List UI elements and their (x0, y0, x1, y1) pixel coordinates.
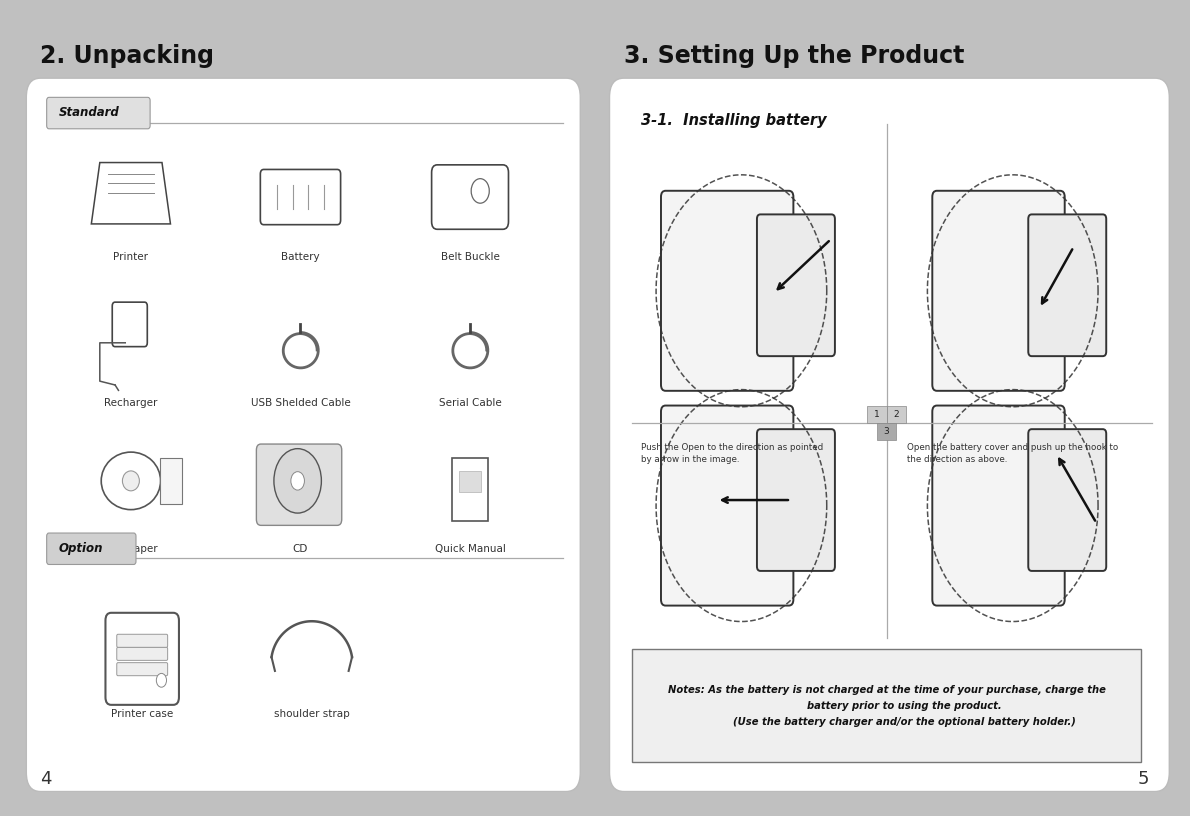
Text: 2. Unpacking: 2. Unpacking (40, 44, 214, 68)
FancyBboxPatch shape (432, 165, 508, 229)
FancyBboxPatch shape (932, 191, 1065, 391)
Circle shape (156, 673, 167, 687)
FancyBboxPatch shape (877, 424, 896, 440)
Text: Roll paper: Roll paper (105, 543, 157, 554)
Text: Option: Option (58, 542, 104, 555)
Text: Serial Cable: Serial Cable (439, 398, 501, 408)
FancyBboxPatch shape (452, 458, 488, 521)
Text: 3. Setting Up the Product: 3. Setting Up the Product (624, 44, 964, 68)
Text: Close the battery cover once you inserted the
battery completely.: Close the battery cover once you inserte… (907, 650, 1108, 671)
FancyBboxPatch shape (112, 302, 148, 347)
Text: Push the Open to the direction as pointed
by arrow in the image.: Push the Open to the direction as pointe… (641, 442, 823, 463)
FancyBboxPatch shape (1028, 215, 1107, 356)
FancyBboxPatch shape (757, 215, 835, 356)
Text: Recharger: Recharger (105, 398, 157, 408)
Text: Printer: Printer (113, 252, 149, 262)
Circle shape (471, 179, 489, 203)
FancyBboxPatch shape (459, 471, 482, 492)
FancyBboxPatch shape (26, 78, 581, 792)
Polygon shape (161, 458, 182, 503)
FancyBboxPatch shape (117, 634, 168, 647)
FancyBboxPatch shape (632, 649, 1141, 762)
Text: Notes: As the battery is not charged at the time of your purchase, charge the
  : Notes: As the battery is not charged at … (668, 685, 1106, 726)
Text: 5: 5 (1138, 769, 1150, 787)
Text: Belt Buckle: Belt Buckle (440, 252, 500, 262)
FancyBboxPatch shape (256, 444, 342, 526)
Circle shape (274, 449, 321, 513)
FancyBboxPatch shape (106, 613, 178, 705)
Ellipse shape (123, 471, 139, 491)
Text: 3: 3 (884, 428, 889, 437)
FancyBboxPatch shape (887, 406, 906, 424)
Text: Battery: Battery (281, 252, 320, 262)
FancyBboxPatch shape (868, 406, 887, 424)
Text: 3-1.  Installing battery: 3-1. Installing battery (641, 113, 827, 127)
Text: Open the battery cover and push up the hook to
the direction as above.: Open the battery cover and push up the h… (907, 442, 1117, 463)
FancyBboxPatch shape (609, 78, 1170, 792)
Text: USB Shelded Cable: USB Shelded Cable (251, 398, 350, 408)
Text: CD: CD (293, 543, 308, 554)
Text: 2: 2 (894, 410, 900, 419)
Text: Printer case: Printer case (111, 709, 174, 720)
FancyBboxPatch shape (1028, 429, 1107, 571)
FancyBboxPatch shape (46, 533, 136, 565)
FancyBboxPatch shape (261, 170, 340, 224)
FancyBboxPatch shape (757, 429, 835, 571)
FancyBboxPatch shape (117, 663, 168, 676)
FancyBboxPatch shape (660, 191, 794, 391)
FancyBboxPatch shape (46, 97, 150, 129)
Polygon shape (92, 162, 170, 224)
FancyBboxPatch shape (660, 406, 794, 605)
Text: shoulder strap: shoulder strap (274, 709, 350, 720)
Text: 1: 1 (873, 410, 879, 419)
Text: Quick Manual: Quick Manual (434, 543, 506, 554)
Text: Insert the battery inside printer as shown.: Insert the battery inside printer as sho… (641, 650, 825, 659)
FancyBboxPatch shape (932, 406, 1065, 605)
Text: 4: 4 (40, 769, 52, 787)
FancyBboxPatch shape (117, 647, 168, 660)
Text: Standard: Standard (58, 106, 119, 119)
Ellipse shape (101, 452, 161, 510)
Circle shape (290, 472, 305, 490)
